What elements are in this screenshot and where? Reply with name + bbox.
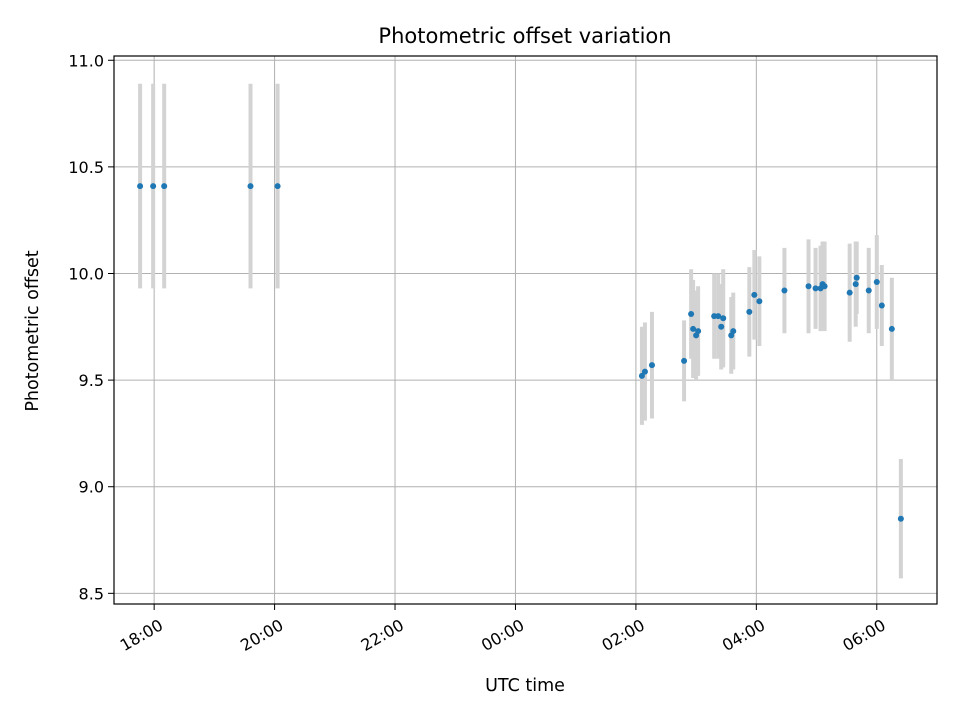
y-tick-label: 10.5 xyxy=(68,158,104,177)
data-point xyxy=(137,183,144,190)
data-point xyxy=(805,283,812,290)
data-point xyxy=(781,287,788,294)
data-point xyxy=(846,289,853,296)
data-point xyxy=(695,328,702,335)
data-point xyxy=(730,328,737,335)
data-point xyxy=(897,515,904,522)
data-point xyxy=(715,313,722,320)
chart-title: Photometric offset variation xyxy=(378,24,671,48)
data-point xyxy=(688,311,695,318)
data-point xyxy=(878,302,885,309)
data-point xyxy=(681,357,688,364)
y-tick-label: 9.5 xyxy=(79,371,104,390)
y-tick-label: 9.0 xyxy=(79,478,104,497)
data-point xyxy=(648,362,655,369)
y-tick-label: 10.0 xyxy=(68,264,104,283)
y-tick-label: 11.0 xyxy=(68,51,104,70)
data-points xyxy=(137,183,904,522)
data-point xyxy=(852,281,859,288)
data-point xyxy=(161,183,168,190)
y-axis-ticks: 8.5 9.0 9.5 10.0 10.5 11.0 xyxy=(68,51,114,603)
y-tick-label: 8.5 xyxy=(79,584,104,603)
y-axis-label: Photometric offset xyxy=(23,250,43,411)
data-point xyxy=(746,308,753,315)
data-point xyxy=(873,279,880,286)
data-point xyxy=(756,298,763,305)
data-point xyxy=(853,274,860,281)
data-point xyxy=(274,183,281,190)
data-point xyxy=(247,183,254,190)
data-point xyxy=(718,323,725,330)
plot-area-frame xyxy=(113,55,938,605)
x-axis-label: UTC time xyxy=(485,676,565,696)
data-point xyxy=(150,183,157,190)
data-point xyxy=(821,283,828,290)
data-point xyxy=(641,368,648,375)
data-point xyxy=(638,372,645,379)
data-point xyxy=(812,285,819,292)
data-point xyxy=(720,315,727,322)
data-point xyxy=(751,291,758,298)
data-point xyxy=(888,325,895,332)
data-point xyxy=(690,325,697,332)
data-point xyxy=(865,287,872,294)
